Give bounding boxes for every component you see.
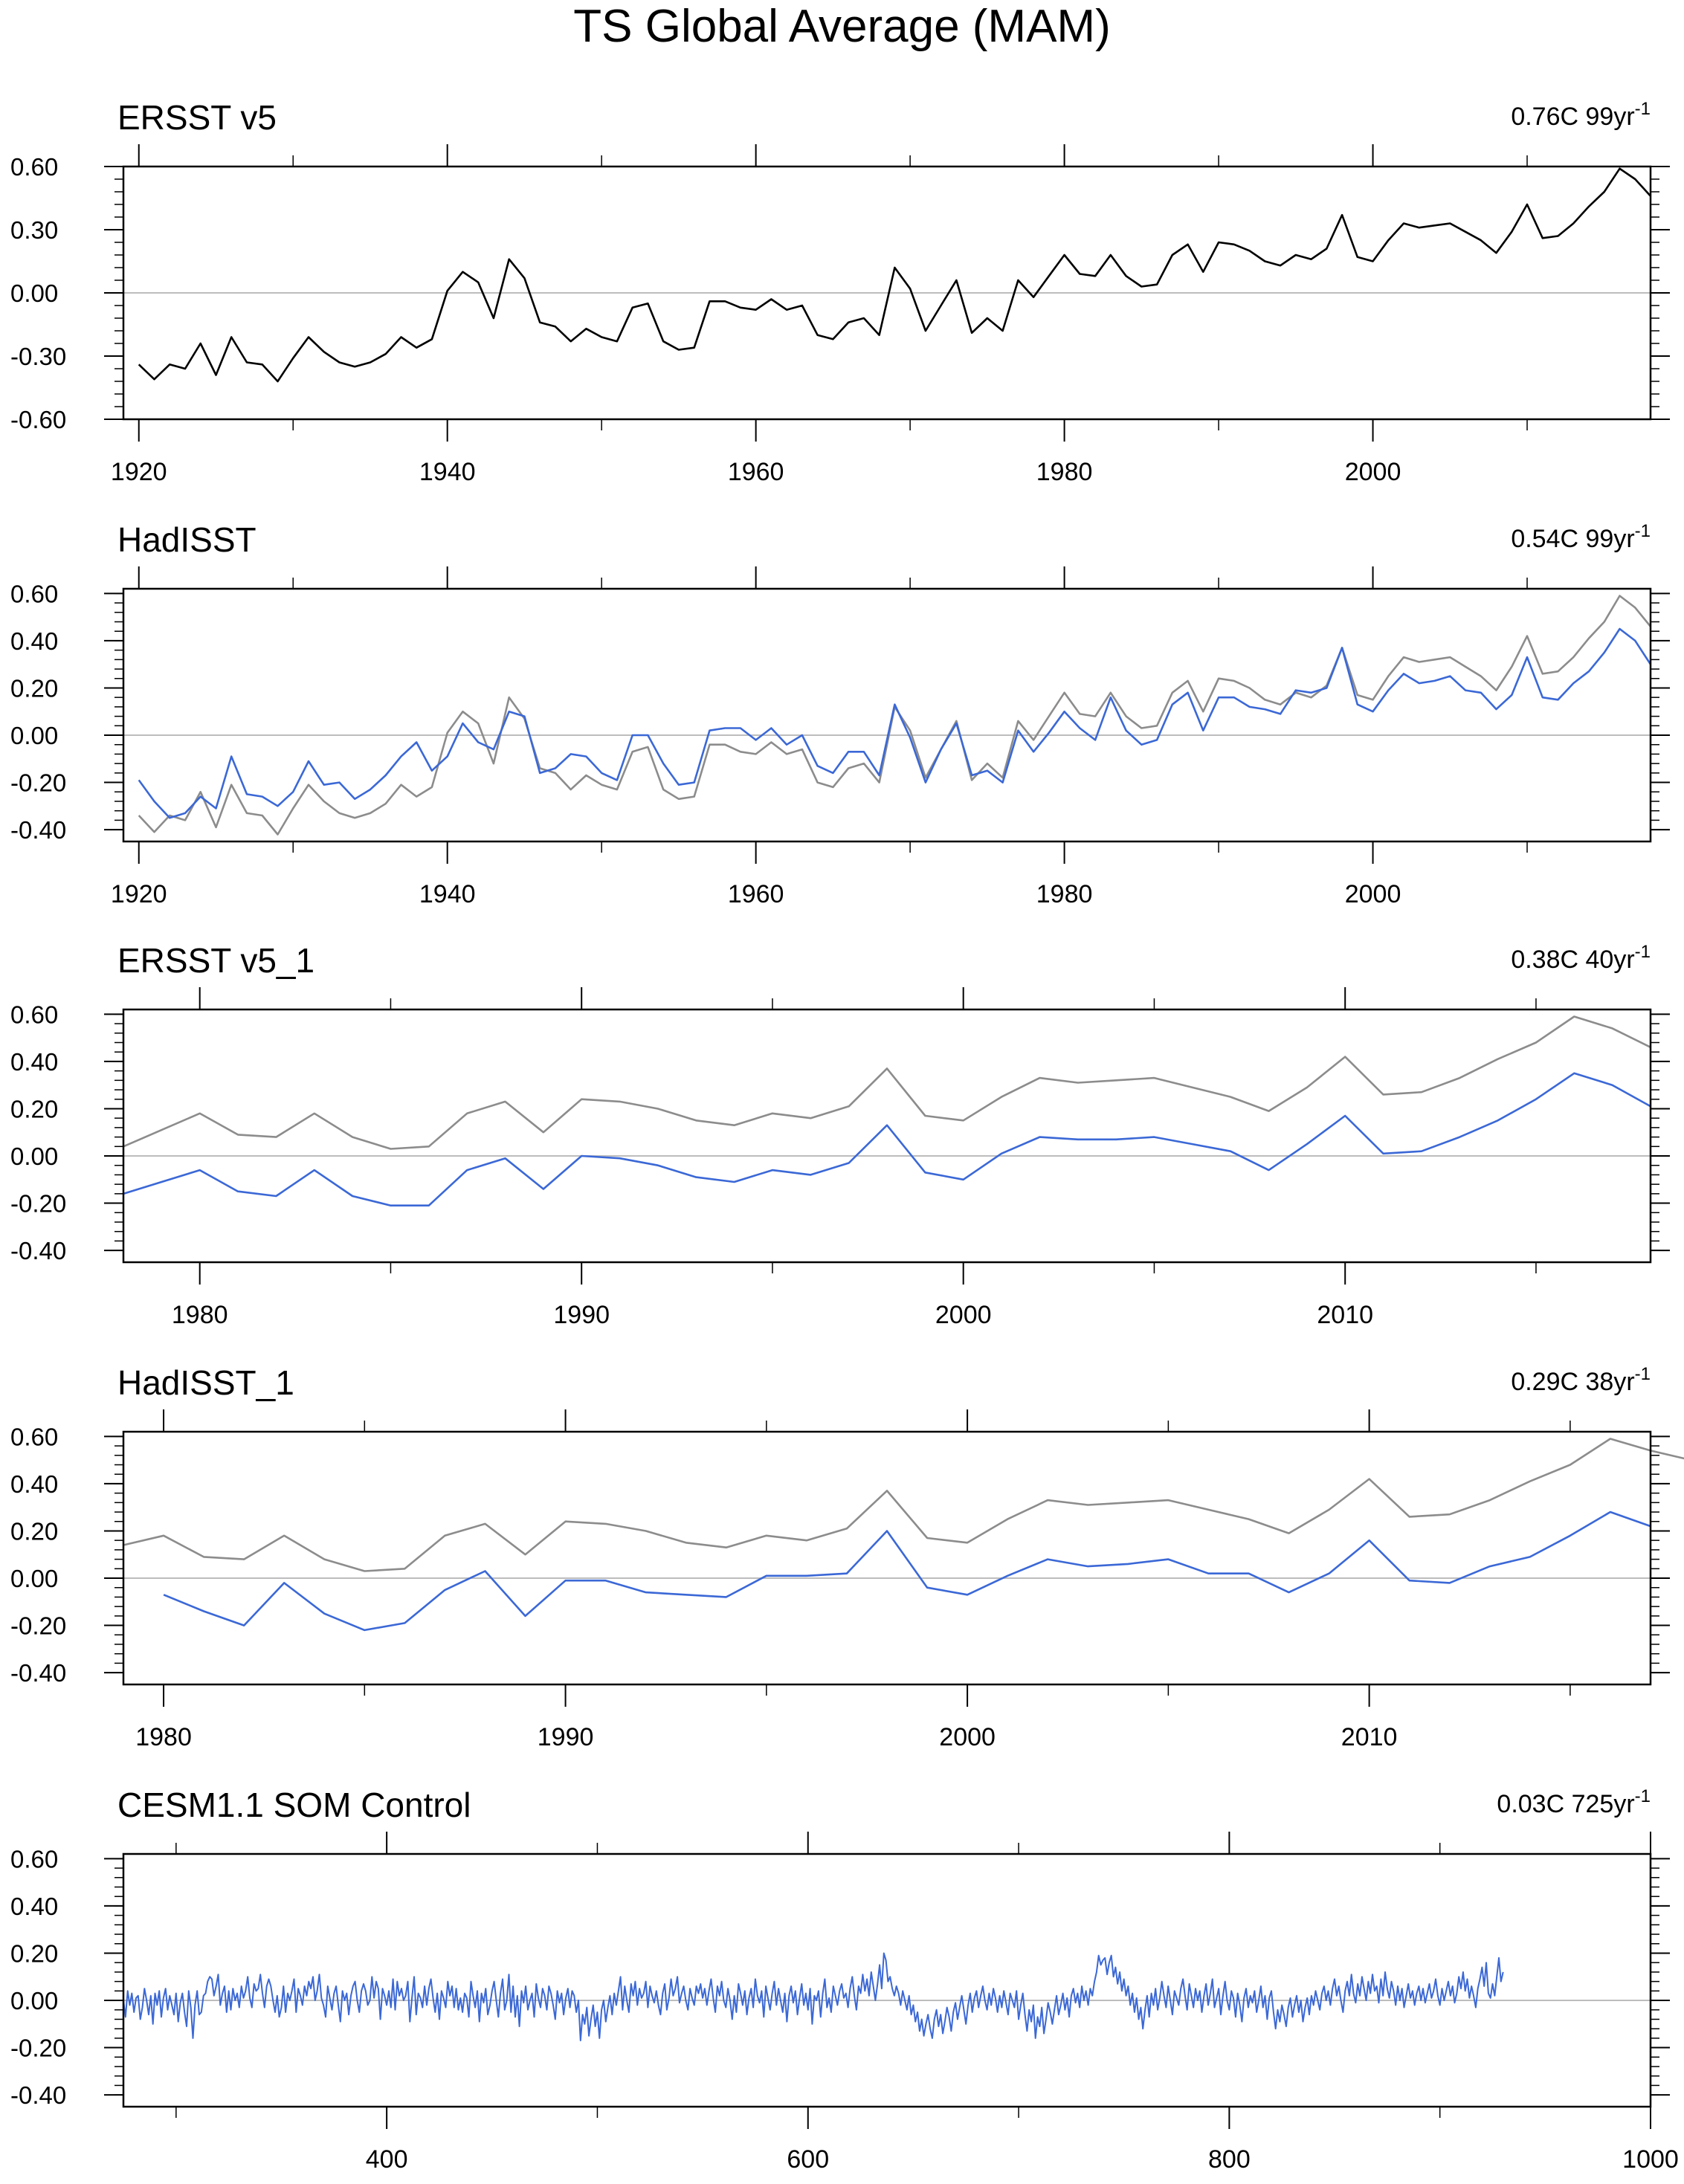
plot-frame (122, 1430, 1652, 1686)
chart-title: HadISST_1 (117, 1363, 294, 1402)
y-tick-label: 0.00 (10, 280, 58, 307)
chart-title: ERSST v5_1 (117, 941, 314, 980)
page-title: TS Global Average (MAM) (573, 1, 1111, 52)
y-tick-label: -0.20 (10, 2035, 66, 2062)
y-tick-label: -0.40 (10, 2081, 66, 2109)
y-tick-label: 0.20 (10, 1939, 58, 1967)
plot-frame (122, 165, 1652, 421)
x-tick-label: 1960 (728, 880, 784, 908)
x-tick-label: 2000 (939, 1723, 996, 1751)
x-tick-label: 1980 (1036, 880, 1093, 908)
chart-title: ERSST v5 (117, 98, 277, 137)
y-tick-label: -0.30 (10, 343, 66, 370)
y-tick-label: 0.30 (10, 216, 58, 244)
y-tick-label: 0.20 (10, 674, 58, 702)
y-tick-label: -0.20 (10, 769, 66, 797)
y-tick-label: -0.40 (10, 1659, 66, 1687)
x-tick-label: 400 (366, 2145, 408, 2174)
x-tick-label: 1940 (419, 880, 476, 908)
chart-panel: CESM1.1 SOM Control 0.03C 725yr-1 0.60 0.40… (10, 1786, 1679, 2174)
x-tick-label: 1000 (1622, 2145, 1679, 2174)
x-tick-label: 1990 (538, 1723, 594, 1751)
y-tick-label: -0.20 (10, 1612, 66, 1640)
series-line-fitted (123, 1072, 1651, 1206)
y-tick-label: 0.60 (10, 1001, 58, 1028)
y-tick-label: 0.00 (10, 722, 58, 749)
x-tick-label: 2010 (1317, 1301, 1373, 1329)
x-tick-label: 600 (787, 2145, 829, 2174)
series-line-fitted (138, 627, 1652, 819)
x-tick-label: 1980 (1036, 458, 1093, 486)
y-tick-label: 0.40 (10, 1470, 58, 1498)
y-tick-label: 0.40 (10, 1893, 58, 1920)
y-tick-label: -0.20 (10, 1190, 66, 1218)
trend-label: 0.03C 725yr-1 (1497, 1786, 1651, 1818)
x-tick-label: 800 (1208, 2145, 1251, 2174)
y-tick-label: -0.40 (10, 1237, 66, 1264)
y-tick-label: 0.40 (10, 1048, 58, 1076)
y-tick-label: 0.60 (10, 580, 58, 607)
x-tick-label: 2000 (1345, 458, 1401, 486)
y-tick-label: 0.60 (10, 153, 58, 181)
series-line-reference (123, 1438, 1684, 1572)
trend-label: 0.29C 38yr-1 (1511, 1364, 1651, 1396)
y-tick-label: 0.60 (10, 1423, 58, 1450)
trend-label: 0.54C 99yr-1 (1511, 521, 1651, 553)
y-tick-label: 0.00 (10, 1987, 58, 2015)
series-line-reference (123, 1015, 1651, 1150)
x-tick-label: 2000 (1345, 880, 1401, 908)
series-line-fitted (163, 1511, 1651, 1632)
x-tick-label: 1920 (111, 880, 167, 908)
x-tick-label: 1990 (553, 1301, 610, 1329)
x-tick-label: 1960 (728, 458, 784, 486)
y-tick-label: 0.20 (10, 1095, 58, 1122)
x-tick-label: 1940 (419, 458, 476, 486)
y-tick-label: 0.20 (10, 1517, 58, 1545)
x-tick-label: 2010 (1341, 1723, 1398, 1751)
x-tick-label: 1980 (172, 1301, 228, 1329)
y-tick-label: 0.60 (10, 1845, 58, 1873)
plot-frame (122, 1852, 1652, 2108)
trend-label: 0.38C 40yr-1 (1511, 942, 1651, 974)
chart-panel: ERSST v5 0.76C 99yr-1 0.60 0.30 0.00 -0.30 -0.… (10, 98, 1670, 486)
x-tick-label: 1980 (135, 1723, 192, 1751)
plot-frame (122, 1008, 1652, 1264)
series-line-observed (138, 167, 1651, 383)
y-tick-label: -0.60 (10, 406, 66, 433)
trend-label: 0.76C 99yr-1 (1511, 99, 1651, 131)
chart-panel: HadISST_1 0.29C 38yr-1 0.60 0.40 0.20 0.00 -0.… (10, 1363, 1684, 1751)
x-tick-label: 2000 (935, 1301, 992, 1329)
y-tick-label: 0.00 (10, 1565, 58, 1592)
chart-title: HadISST (117, 520, 257, 559)
series-line-fitted (123, 1952, 1504, 2041)
plot-frame (122, 587, 1652, 843)
y-tick-label: 0.00 (10, 1143, 58, 1170)
chart-panel: ERSST v5_1 0.38C 40yr-1 0.60 0.40 0.20 0.00 -0… (10, 941, 1670, 1329)
y-tick-label: 0.40 (10, 627, 58, 655)
y-tick-label: -0.40 (10, 816, 66, 844)
series-line-reference (138, 595, 1652, 836)
x-tick-label: 1920 (111, 458, 167, 486)
chart-panel: HadISST 0.54C 99yr-1 0.60 0.40 0.20 0.00 -0.20… (10, 520, 1670, 908)
chart-title: CESM1.1 SOM Control (117, 1786, 471, 1824)
